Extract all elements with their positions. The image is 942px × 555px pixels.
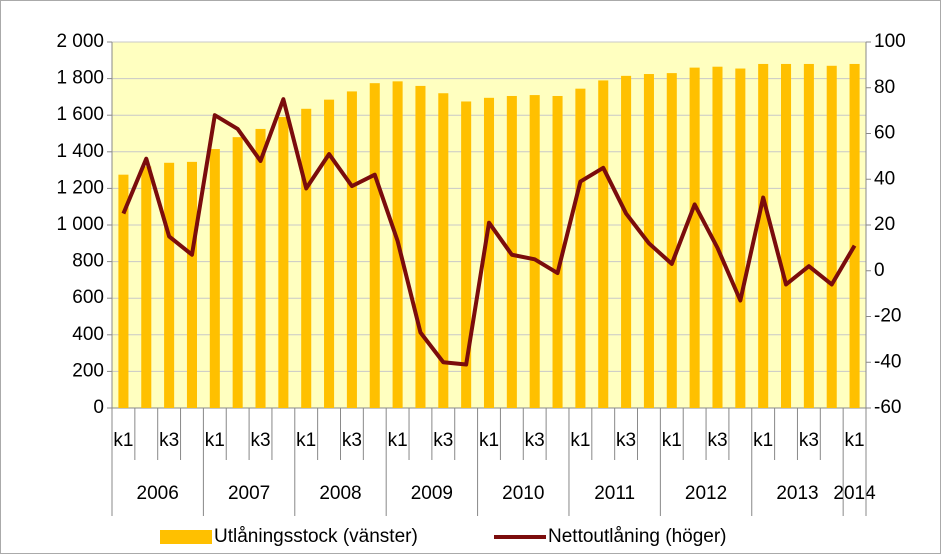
x-tick-label: k1	[570, 430, 590, 451]
bar	[781, 63, 792, 409]
legend-label: Nettoutlåning (höger)	[548, 526, 727, 547]
x-tick-label: k1	[205, 430, 225, 451]
bar	[118, 174, 129, 408]
group-label: 2010	[502, 483, 544, 504]
y-tick-label: 2 000	[56, 31, 104, 52]
bar	[301, 108, 312, 409]
group-label: 2007	[228, 483, 270, 504]
bar	[552, 95, 563, 409]
x-tick-label: k3	[616, 430, 636, 451]
bar	[438, 93, 449, 409]
bar	[803, 63, 814, 409]
x-tick-label: k1	[296, 430, 316, 451]
bar	[529, 95, 540, 408]
y2-tick-label: 60	[874, 123, 895, 144]
line	[121, 97, 857, 367]
y-tick-label: 1 000	[56, 214, 104, 235]
y2-tick-label: -40	[874, 351, 901, 372]
bar	[735, 68, 746, 408]
group-label: 2013	[776, 483, 818, 504]
y-tick-label: 0	[93, 397, 104, 418]
bar	[461, 101, 472, 408]
x-tick-label: k3	[159, 430, 179, 451]
y-tick-label: 400	[72, 324, 104, 345]
bar	[255, 128, 266, 409]
bar	[598, 80, 609, 409]
bar	[758, 63, 769, 409]
bar	[415, 85, 426, 409]
bar	[186, 161, 197, 408]
y2-tick-label: 100	[874, 31, 906, 52]
bar	[141, 166, 152, 408]
x-tick-label: k3	[707, 430, 727, 451]
group-label: 2009	[411, 483, 453, 504]
bar	[483, 97, 495, 408]
x-tick-label: k3	[433, 430, 453, 451]
x-tick-label: k1	[113, 430, 133, 451]
bar	[849, 63, 860, 409]
x-tick-label: k3	[799, 430, 819, 451]
group-label: 2008	[319, 483, 361, 504]
y2-tick-label: -20	[874, 306, 901, 327]
x-tick-label: k1	[479, 430, 499, 451]
bar	[324, 99, 335, 409]
bar	[209, 149, 220, 408]
group-label: 2014	[833, 483, 876, 504]
x-tick-label: k1	[662, 430, 682, 451]
y-tick-label: 1 200	[56, 177, 104, 198]
y2-tick-label: 80	[874, 77, 895, 98]
x-tick-label: k1	[845, 430, 865, 451]
bar	[575, 88, 586, 408]
x-tick-label: k3	[525, 430, 545, 451]
bar	[369, 83, 380, 409]
y2-tick-label: -60	[874, 397, 901, 418]
bar	[689, 67, 700, 409]
group-label: 2006	[137, 483, 179, 504]
x-tick-label: k3	[342, 430, 362, 451]
y-tick-label: 600	[72, 287, 104, 308]
y-tick-label: 1 600	[56, 104, 104, 125]
y2-tick-label: 40	[874, 168, 895, 189]
legend-swatch	[160, 530, 212, 544]
group-label: 2011	[594, 483, 635, 504]
group-label: 2012	[685, 483, 727, 504]
bar	[232, 137, 243, 408]
x-tick-label: k1	[388, 430, 408, 451]
legend-label: Utlåningsstock (vänster)	[214, 526, 418, 547]
bar	[164, 162, 175, 408]
bar	[826, 65, 837, 408]
y-tick-label: 1 400	[56, 141, 104, 162]
y-tick-label: 200	[72, 360, 104, 381]
x-tick-label: k3	[250, 430, 270, 451]
bar	[278, 117, 289, 408]
x-tick-label: k1	[753, 430, 773, 451]
y2-tick-label: 20	[874, 214, 895, 235]
y-tick-label: 1 800	[56, 68, 104, 89]
bar	[666, 73, 677, 409]
bar	[712, 66, 723, 408]
y2-tick-label: 0	[874, 260, 885, 281]
y-tick-label: 800	[72, 251, 104, 272]
bar	[621, 75, 632, 408]
bar	[346, 91, 357, 408]
